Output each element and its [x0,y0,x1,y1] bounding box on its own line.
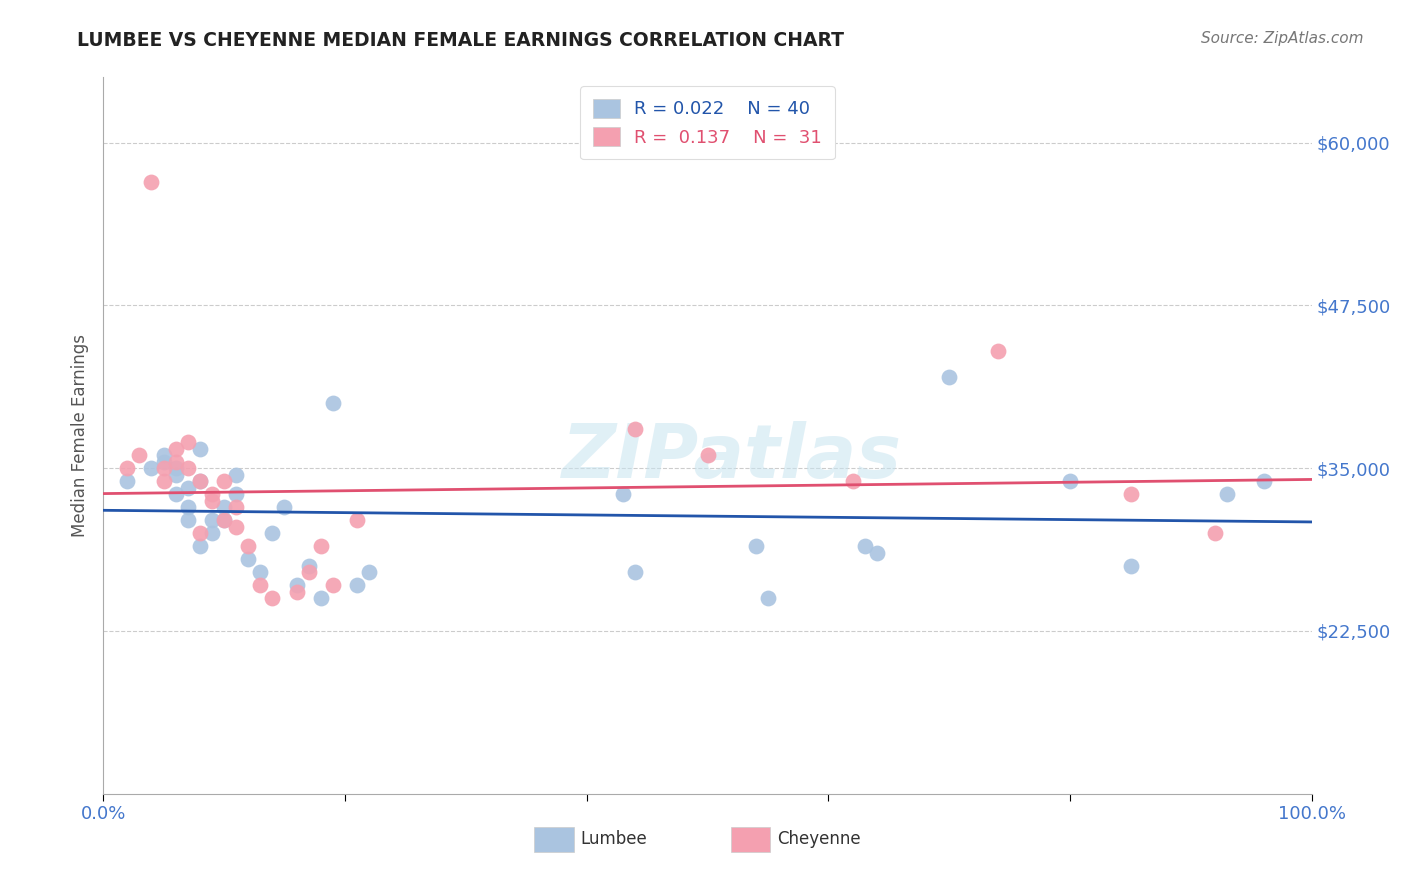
Point [141,461,163,475]
Point [201,493,224,508]
Point [201,487,224,501]
Point [987,343,1010,358]
Point [238,552,260,566]
Point [188,539,211,553]
Point [212,500,235,515]
Point [188,474,211,488]
Point [322,396,344,410]
Point [212,513,235,527]
Point [165,442,187,456]
Point [165,454,187,468]
Point [152,454,174,468]
Point [152,461,174,475]
Text: ZIPatlas: ZIPatlas [561,420,901,493]
Text: Source: ZipAtlas.com: Source: ZipAtlas.com [1201,31,1364,46]
Legend: R = 0.022    N = 40, R =  0.137    N =  31: R = 0.022 N = 40, R = 0.137 N = 31 [581,87,835,160]
Point [841,474,863,488]
Point [262,591,284,606]
Point [309,591,332,606]
Point [201,526,224,541]
Point [1119,487,1142,501]
Point [188,442,211,456]
Point [165,487,187,501]
Point [177,500,200,515]
Point [1119,558,1142,573]
Point [249,566,271,580]
Point [1204,526,1226,541]
Point [309,539,332,553]
Point [225,467,247,482]
Point [1059,474,1081,488]
Point [262,526,284,541]
Point [212,474,235,488]
Point [117,461,139,475]
Point [612,487,634,501]
Point [188,474,211,488]
Point [322,578,344,592]
Point [285,584,308,599]
Point [346,578,368,592]
Point [696,448,718,462]
Point [225,500,247,515]
Point [225,487,247,501]
Point [165,461,187,475]
Point [238,539,260,553]
Point [249,578,271,592]
Point [346,513,368,527]
Y-axis label: Median Female Earnings: Median Female Earnings [72,334,89,537]
Point [1253,474,1275,488]
Point [177,435,200,450]
Point [756,591,779,606]
Point [273,500,295,515]
Point [201,513,224,527]
Point [177,461,200,475]
Point [357,566,380,580]
Point [624,566,647,580]
Point [212,513,235,527]
Point [165,467,187,482]
Point [298,558,321,573]
Point [745,539,768,553]
Point [141,175,163,189]
Point [866,546,889,560]
Point [117,474,139,488]
Point [225,519,247,533]
Point [1216,487,1239,501]
Text: Lumbee: Lumbee [581,830,647,848]
Point [938,370,960,384]
Point [285,578,308,592]
Point [152,474,174,488]
Point [188,526,211,541]
Point [152,448,174,462]
Point [298,566,321,580]
Point [853,539,876,553]
Point [177,481,200,495]
Text: Cheyenne: Cheyenne [778,830,860,848]
Point [128,448,150,462]
Point [177,513,200,527]
Point [624,422,647,436]
Text: LUMBEE VS CHEYENNE MEDIAN FEMALE EARNINGS CORRELATION CHART: LUMBEE VS CHEYENNE MEDIAN FEMALE EARNING… [77,31,845,50]
